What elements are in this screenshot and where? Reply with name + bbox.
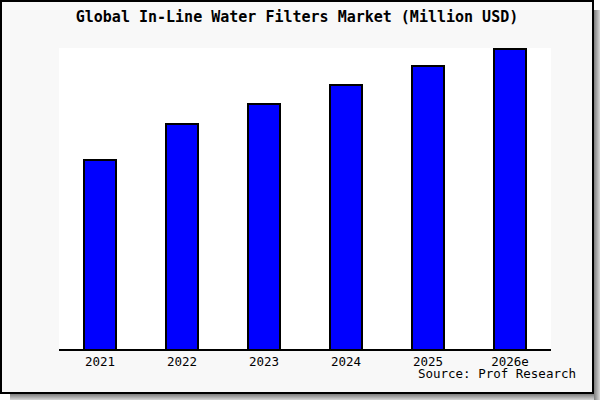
chart-title: Global In-Line Water Filters Market (Mil…: [2, 8, 592, 26]
x-tick-label-2024: 2024: [305, 354, 387, 369]
card-drop-shadow-right: [594, 10, 600, 400]
bar-2026e: [493, 48, 527, 349]
bar-2025: [411, 65, 445, 349]
source-note: Source: Prof Research: [418, 366, 576, 381]
x-tick-label-2022: 2022: [141, 354, 223, 369]
card-drop-shadow-bottom: [10, 394, 594, 400]
chart-window: Global In-Line Water Filters Market (Mil…: [0, 0, 600, 400]
bar-2024: [329, 84, 363, 349]
bar-chart-plot-area: [59, 48, 551, 351]
chart-card: Global In-Line Water Filters Market (Mil…: [0, 0, 594, 394]
bar-2021: [83, 159, 117, 349]
bar-2022: [165, 123, 199, 349]
bar-2023: [247, 103, 281, 349]
x-tick-label-2023: 2023: [223, 354, 305, 369]
x-tick-label-2021: 2021: [59, 354, 141, 369]
